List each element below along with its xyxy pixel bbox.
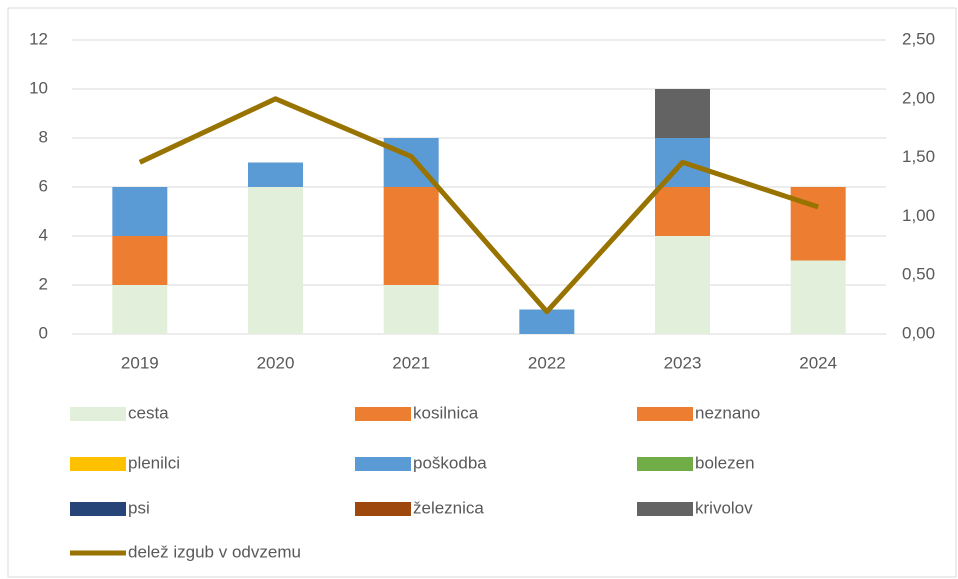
legend-swatch [355, 407, 411, 421]
legend-swatch [70, 407, 126, 421]
y-tick-label: 4 [39, 225, 48, 244]
bar-segment [112, 285, 168, 334]
bar-segment [248, 187, 303, 334]
bar-segment [112, 187, 168, 236]
y-tick-label: 8 [39, 127, 48, 146]
y-tick-label: 6 [39, 176, 48, 195]
legend-label: železnica [413, 498, 484, 517]
legend-swatch [355, 502, 411, 516]
bar-segment [655, 187, 710, 236]
legend-swatch [70, 457, 126, 471]
legend-label: kosilnica [413, 403, 479, 422]
y2-tick-label: 1,50 [902, 147, 935, 166]
bar-segment [655, 236, 710, 334]
y2-tick-label: 2,50 [902, 29, 935, 48]
x-tick-label: 2020 [257, 353, 295, 372]
x-tick-label: 2024 [799, 353, 837, 372]
legend-label: delež izgub v odvzemu [128, 542, 301, 561]
x-tick-label: 2022 [528, 353, 566, 372]
legend-label: poškodba [413, 453, 487, 472]
y2-tick-label: 0,00 [902, 323, 935, 342]
y2-tick-label: 2,00 [902, 88, 935, 107]
legend-swatch [637, 457, 693, 471]
bar-segment [383, 285, 439, 334]
bar-segment [655, 89, 710, 138]
y-tick-label: 12 [29, 29, 48, 48]
legend-label: krivolov [695, 498, 753, 517]
x-tick-label: 2023 [664, 353, 702, 372]
x-tick-label: 2021 [392, 353, 430, 372]
y-tick-label: 10 [29, 78, 48, 97]
y2-tick-label: 1,00 [902, 206, 935, 225]
line-series [138, 96, 819, 315]
y-tick-label: 0 [39, 323, 48, 342]
bar-segment [790, 260, 846, 334]
y2-tick-label: 0,50 [902, 265, 935, 284]
legend-label: plenilci [128, 453, 180, 472]
x-tick-label: 2019 [121, 353, 159, 372]
bar-segment [112, 236, 168, 285]
legend-label: bolezen [695, 453, 755, 472]
bar-segment [248, 162, 303, 187]
legend-label: neznano [695, 403, 760, 422]
legend-swatch [637, 407, 693, 421]
legend-label: cesta [128, 403, 169, 422]
legend-swatch [637, 502, 693, 516]
y-tick-label: 2 [39, 274, 48, 293]
legend-swatch [355, 457, 411, 471]
legend-swatch [70, 502, 126, 516]
bar-segment [383, 187, 439, 285]
legend-label: psi [128, 498, 150, 517]
